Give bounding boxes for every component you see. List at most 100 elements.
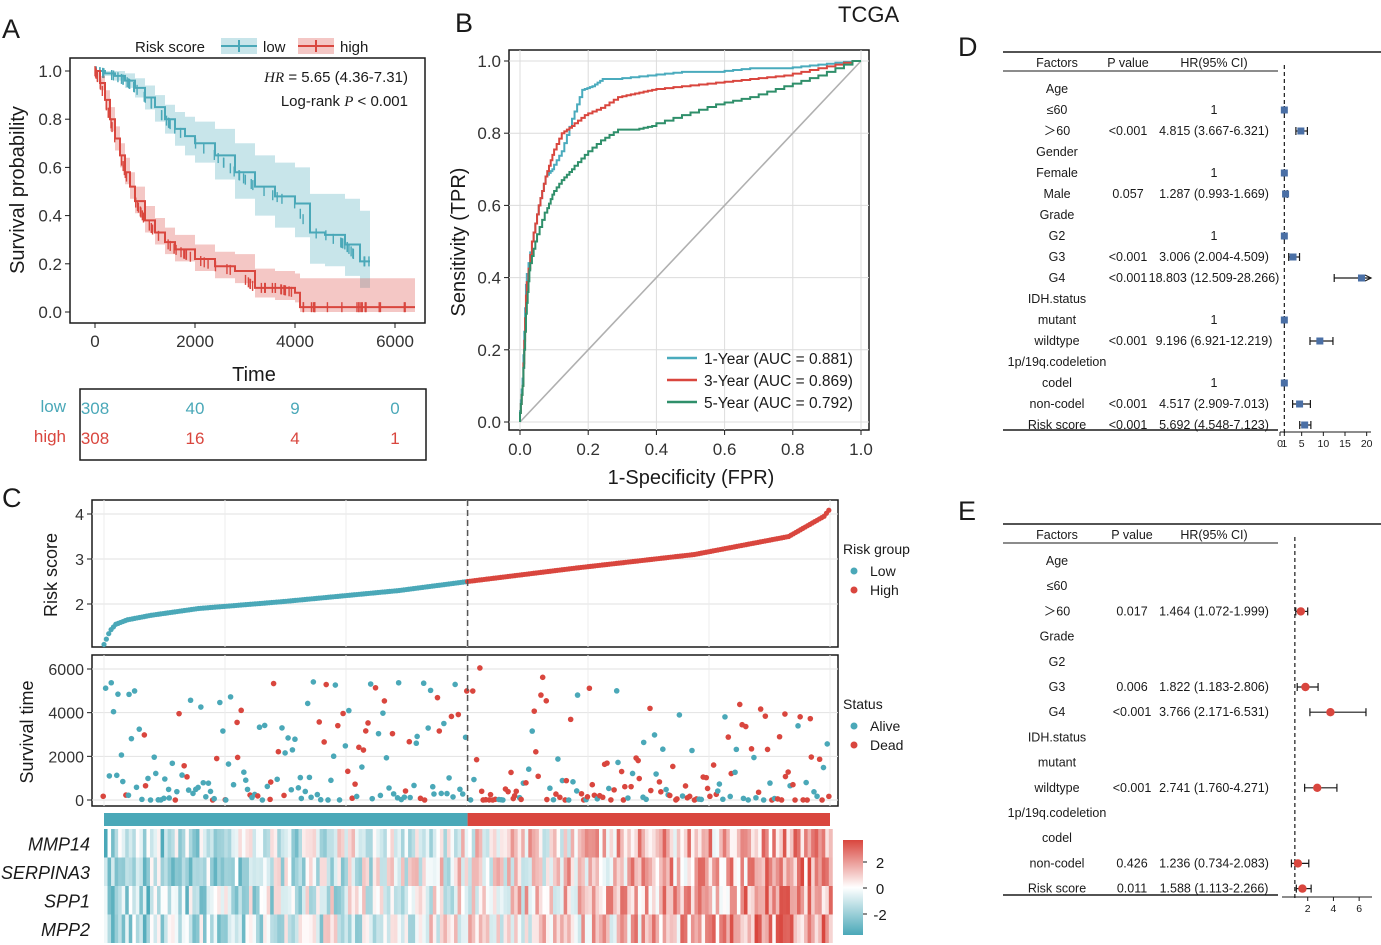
heatmap-cell [411, 829, 416, 858]
heatmap-cell [761, 829, 766, 858]
heatmap-cell [630, 829, 635, 858]
heatmap-cell [545, 857, 550, 886]
survival-point [800, 797, 806, 803]
heatmap-cell [263, 857, 268, 886]
expression-heatmap: MMP14 SERPINA3 SPP1 MPP2 2 0 -2 [1, 813, 887, 943]
heatmap-cell [821, 857, 826, 886]
heatmap-cell [560, 829, 565, 858]
heatmap-cell [107, 829, 112, 858]
hr-marker [1296, 607, 1306, 616]
survival-point [473, 756, 480, 763]
heatmap-cell [655, 914, 660, 943]
survival-point [599, 794, 606, 801]
heatmap-cell [153, 914, 158, 943]
heatmap-cell [135, 829, 140, 858]
heatmap-cell [786, 886, 791, 915]
heatmap-cell [659, 914, 664, 943]
heatmap-cell [577, 914, 582, 943]
heatmap-cell [263, 829, 268, 858]
heatmap-cell [765, 829, 770, 858]
survival-point [401, 794, 408, 800]
heatmap-cell [623, 829, 628, 858]
heatmap-cell [418, 886, 423, 915]
heatmap-cell [312, 886, 317, 915]
survival-point [797, 714, 803, 720]
heatmap-cell [793, 886, 798, 915]
heatmap-cell [256, 857, 260, 886]
hr-marker [1301, 421, 1309, 429]
heatmap-cell [591, 914, 596, 943]
heatmap-cell [227, 886, 232, 915]
hr-marker [1282, 190, 1290, 198]
heatmap-cell [436, 829, 441, 858]
heatmap-cell [821, 829, 826, 858]
forest-x-tick-label: 6 [1356, 903, 1362, 915]
heatmap-cell [443, 914, 448, 943]
survival-point [611, 787, 617, 793]
heatmap-cell [602, 857, 607, 886]
heatmap-cell [291, 914, 296, 943]
survival-point [128, 735, 135, 742]
heatmap-cell [722, 857, 727, 886]
y-axis-title: Survival time [17, 680, 37, 783]
survival-point [679, 793, 686, 799]
heatmap-cell [712, 914, 717, 943]
heatmap-cell [323, 914, 328, 943]
heatmap-cell [185, 886, 190, 915]
heatmap-cell [167, 886, 172, 915]
row-hr-text: 1.236 (0.734-2.083) [1159, 856, 1269, 870]
heatmap-cell [210, 829, 215, 858]
heatmap-cell [538, 829, 543, 858]
heatmap-cell [754, 829, 759, 858]
ci-arrow [1364, 274, 1373, 282]
heatmap-cell [330, 857, 335, 886]
heatmap-cell [694, 829, 699, 858]
survival-point [790, 781, 796, 788]
km-plot-frame [69, 57, 426, 324]
survival-point [811, 789, 817, 795]
heatmap-cell [337, 857, 342, 886]
row-factor: ＞60 [1044, 124, 1070, 138]
heatmap-cell [538, 857, 543, 886]
survival-point [244, 786, 251, 793]
heatmap-cell [390, 829, 395, 858]
heatmap-cell [135, 857, 140, 886]
heatmap-cell [347, 886, 352, 915]
heatmap-cell [217, 857, 222, 886]
heatmap-cell [698, 857, 702, 886]
survival-point [106, 773, 113, 779]
survival-point [335, 722, 341, 729]
risk-point [103, 636, 109, 642]
heatmap-cell [450, 857, 455, 886]
heatmap-cell [256, 914, 260, 943]
heatmap-cell [114, 914, 119, 943]
survival-point [618, 768, 625, 775]
survival-point [328, 777, 334, 784]
survival-point [346, 707, 352, 714]
heatmap-cell [687, 857, 692, 886]
survival-point [187, 697, 194, 704]
hr-marker [1280, 169, 1288, 177]
heatmap-cell [588, 829, 593, 858]
row-hr-text: 1 [1211, 166, 1218, 180]
heatmap-cell [786, 914, 791, 943]
heatmap-cell [683, 914, 688, 943]
y-tick-label: 0.2 [38, 255, 62, 274]
heatmap-cell [492, 886, 497, 915]
heatmap-cell [634, 886, 639, 915]
heatmap-cell [379, 829, 384, 858]
row-factor: non-codel [1030, 856, 1085, 870]
heatmap-cell [623, 914, 628, 943]
heatmap-cell [669, 857, 674, 886]
heatmap-cell [220, 886, 225, 915]
heatmap-cell [807, 829, 812, 858]
survival-point [463, 688, 470, 694]
heatmap-row-label: SERPINA3 [1, 863, 90, 883]
row-factor: G2 [1049, 655, 1066, 669]
heatmap-cell [415, 829, 420, 858]
heatmap-cell [811, 914, 816, 943]
hr-marker [1298, 884, 1307, 893]
heatmap-cell [457, 829, 462, 858]
x-axis-title: Time [232, 364, 276, 386]
risk-table-cell: 4 [290, 429, 299, 448]
